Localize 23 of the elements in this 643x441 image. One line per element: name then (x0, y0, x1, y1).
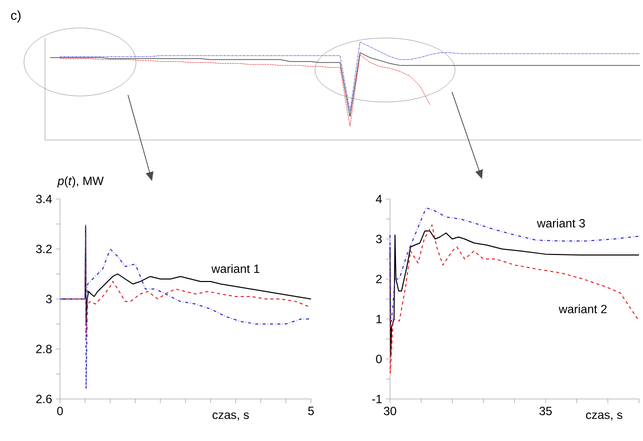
series-label: wariant 3 (536, 218, 585, 228)
chart-title: c) (11, 10, 21, 22)
y-tick-label: 3.2 (36, 244, 52, 254)
series-label: wariant 1 (211, 264, 260, 273)
line-series (390, 207, 640, 324)
y-tick-label: 3 (46, 294, 52, 304)
y-tick-label: -1 (372, 394, 382, 404)
x-tick-label: 5 (308, 406, 314, 416)
y-tick-label: 3.4 (36, 194, 52, 204)
series-label: wariant 2 (558, 304, 607, 314)
x-tick-label: 35 (539, 406, 552, 416)
x-axis-title: czas, s (586, 412, 622, 420)
y-tick-label: 2.6 (36, 394, 52, 404)
x-tick-label: 0 (57, 406, 63, 416)
y-tick-label: 3 (376, 234, 382, 244)
x-axis-title: czas, s (212, 412, 249, 420)
y-tick-label: 0 (376, 354, 382, 364)
y-tick-label: 1 (376, 314, 382, 324)
y-tick-label: 4 (376, 194, 382, 204)
x-tick-label: 30 (384, 406, 396, 416)
y-tick-label: 2 (376, 274, 382, 284)
y-tick-label: 2.8 (36, 344, 52, 354)
y-axis-title: p(t), MW (57, 176, 104, 188)
